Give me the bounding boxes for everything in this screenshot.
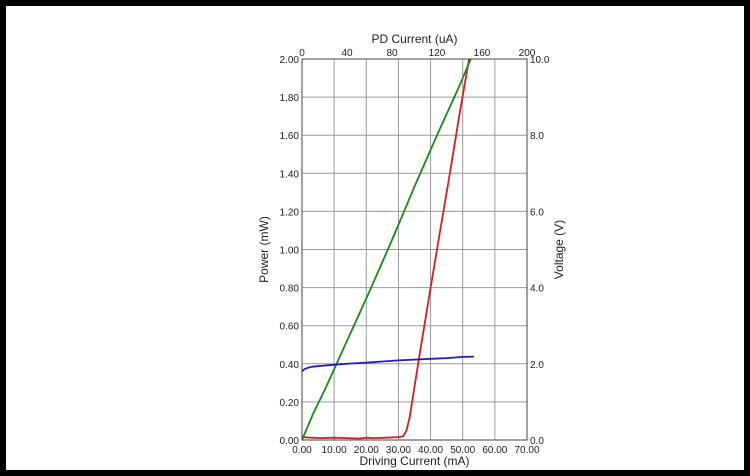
right-axis-title: Voltage (V) [552, 220, 566, 279]
series-line-3 [301, 355, 475, 373]
bottom-tick-label: 20.00 [354, 445, 379, 456]
left-tick-label: 1.20 [280, 207, 300, 218]
top-tick-label: 0 [299, 48, 305, 59]
top-tick-label: 160 [474, 48, 491, 59]
right-tick-label: 10.0 [530, 55, 550, 66]
right-tick-label: 4.0 [530, 284, 544, 295]
left-axis-title: Power (mW) [257, 216, 271, 283]
left-tick-label: 0.80 [280, 284, 300, 295]
top-tick-label: 40 [341, 48, 353, 59]
series-layer [301, 58, 475, 441]
left-tick-label: 1.80 [280, 93, 300, 104]
left-tick-label: 0.60 [280, 322, 300, 333]
left-tick-label: 1.60 [280, 131, 300, 142]
right-tick-label: 8.0 [530, 131, 544, 142]
bottom-tick-label: 30.00 [386, 445, 411, 456]
plot-border [301, 58, 528, 441]
line-chart: 0.00 10.00 20.00 30.00 40.00 50.00 60.00 70.000… [257, 32, 566, 468]
left-tick-label: 1.40 [280, 169, 300, 180]
right-tick-label: 6.0 [530, 207, 544, 218]
bottom-tick-label: 70.00 [514, 445, 539, 456]
chart-frame: 0.00 10.00 20.00 30.00 40.00 50.00 60.00 70.00 0… [6, 6, 744, 470]
left-tick-label: 0.40 [280, 360, 300, 371]
right-tick-label: 0.0 [530, 436, 544, 447]
series-line-2 [301, 58, 472, 441]
right-tick-label: 2.0 [530, 360, 544, 371]
top-tick-label: 120 [429, 48, 446, 59]
left-tick-label: 0.00 [280, 436, 300, 447]
top-tick-label: 200 [519, 48, 536, 59]
left-tick-label: 0.20 [280, 398, 300, 409]
bottom-tick-label: 10.00 [322, 445, 347, 456]
top-axis-title: PD Current (uA) [371, 32, 457, 46]
left-tick-label: 2.00 [280, 55, 300, 66]
top-tick-label: 80 [386, 48, 398, 59]
bottom-tick-label: 60.00 [482, 445, 507, 456]
series-line-1 [301, 58, 470, 440]
bottom-tick-label: 40.00 [418, 445, 443, 456]
bottom-tick-label: 0.00 [292, 445, 312, 456]
bottom-axis-title: Driving Current (mA) [359, 454, 469, 468]
tick-labels: 0.00 10.00 20.00 30.00 40.00 50.00 60.00 70.000… [280, 48, 550, 456]
bottom-tick-label: 50.00 [450, 445, 475, 456]
left-tick-label: 1.00 [280, 246, 300, 257]
